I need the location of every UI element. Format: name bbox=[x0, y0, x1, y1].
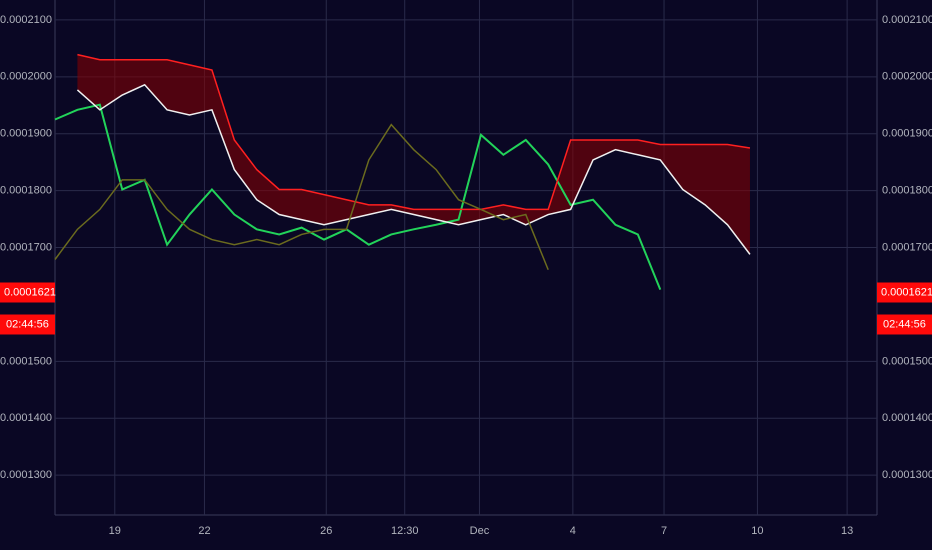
x-tick-label: 4 bbox=[570, 525, 576, 537]
x-tick-label: 10 bbox=[751, 525, 763, 537]
price-label: 0.0001621 bbox=[881, 286, 932, 298]
y-tick-label: 0.0001900 bbox=[0, 128, 52, 140]
y-tick-label: 0.0001500 bbox=[882, 355, 932, 367]
x-tick-label: 7 bbox=[661, 525, 667, 537]
y-tick-label: 0.0001400 bbox=[0, 412, 52, 424]
y-tick-label: 0.0001900 bbox=[882, 128, 932, 140]
y-tick-label: 0.0001500 bbox=[0, 355, 52, 367]
y-tick-label: 0.0001300 bbox=[882, 469, 932, 481]
x-tick-label: 19 bbox=[109, 525, 121, 537]
countdown-box bbox=[877, 314, 932, 335]
y-tick-label: 0.0002000 bbox=[0, 71, 52, 83]
x-tick-label: 22 bbox=[198, 525, 210, 537]
y-tick-label: 0.0002100 bbox=[882, 14, 932, 26]
y-tick-label: 0.0001400 bbox=[882, 412, 932, 424]
price-label: 0.0001621 bbox=[4, 286, 56, 298]
x-tick-label: Dec bbox=[470, 525, 490, 537]
series-line bbox=[54, 123, 549, 271]
y-tick-label: 0.0002000 bbox=[882, 71, 932, 83]
series-line bbox=[77, 53, 751, 211]
series-line bbox=[76, 83, 751, 255]
series-line bbox=[54, 103, 662, 291]
price-label-box bbox=[877, 282, 932, 303]
y-tick-label: 0.0001300 bbox=[0, 469, 52, 481]
y-tick-label: 0.0001700 bbox=[0, 241, 52, 253]
x-tick-label: 12:30 bbox=[391, 525, 419, 537]
x-tick-label: 13 bbox=[841, 525, 853, 537]
countdown-box bbox=[0, 314, 55, 335]
y-tick-label: 0.0002100 bbox=[0, 14, 52, 26]
y-tick-label: 0.0001800 bbox=[882, 185, 932, 197]
y-tick-label: 0.0001700 bbox=[882, 241, 932, 253]
x-tick-label: 26 bbox=[320, 525, 332, 537]
price-label-box bbox=[0, 282, 55, 303]
countdown-label: 02:44:56 bbox=[883, 318, 926, 330]
y-tick-label: 0.0001800 bbox=[0, 185, 52, 197]
countdown-label: 02:44:56 bbox=[6, 318, 49, 330]
